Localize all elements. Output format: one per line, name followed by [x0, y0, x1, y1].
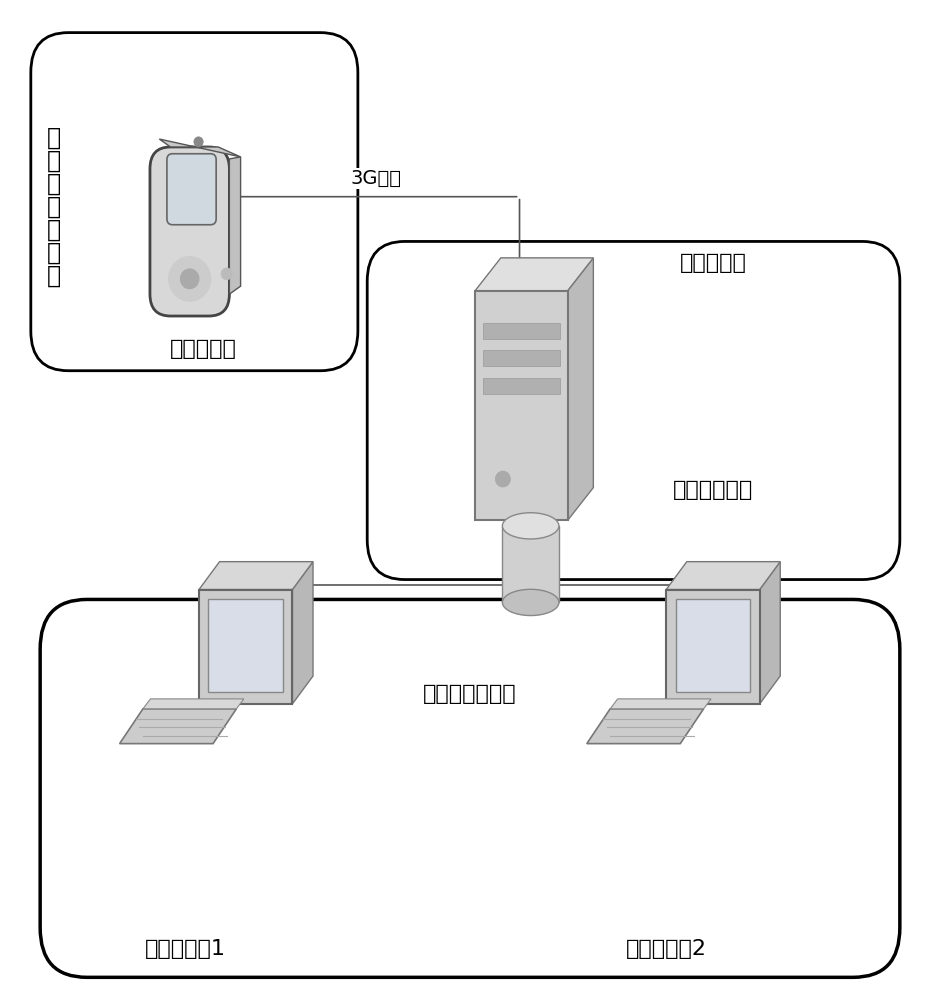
Text: 移
动
客
户
端
模
块: 移 动 客 户 端 模 块 — [47, 125, 61, 288]
Circle shape — [221, 268, 232, 280]
Polygon shape — [475, 258, 593, 291]
Circle shape — [495, 471, 510, 487]
Polygon shape — [760, 562, 780, 704]
FancyBboxPatch shape — [482, 350, 560, 366]
FancyBboxPatch shape — [666, 589, 760, 704]
Circle shape — [169, 257, 211, 301]
Polygon shape — [119, 709, 236, 744]
Text: 数据库模块: 数据库模块 — [680, 253, 746, 273]
Polygon shape — [292, 562, 313, 704]
FancyBboxPatch shape — [209, 599, 283, 692]
Polygon shape — [199, 562, 313, 589]
FancyBboxPatch shape — [199, 589, 292, 704]
FancyBboxPatch shape — [40, 599, 900, 977]
FancyBboxPatch shape — [31, 33, 358, 371]
Polygon shape — [143, 699, 243, 709]
FancyBboxPatch shape — [482, 378, 560, 394]
Text: 3G网络: 3G网络 — [350, 169, 401, 188]
Ellipse shape — [502, 513, 559, 539]
Polygon shape — [229, 157, 241, 294]
Text: 数据库服务器: 数据库服务器 — [673, 480, 753, 500]
Polygon shape — [587, 709, 704, 744]
Circle shape — [180, 269, 199, 289]
FancyBboxPatch shape — [150, 147, 229, 316]
Polygon shape — [568, 258, 593, 520]
Polygon shape — [610, 699, 711, 709]
Text: 移动客户端: 移动客户端 — [170, 339, 237, 359]
FancyBboxPatch shape — [502, 526, 559, 602]
Polygon shape — [159, 139, 241, 157]
Circle shape — [194, 137, 203, 147]
Text: 调度客户端1: 调度客户端1 — [145, 939, 226, 959]
Text: 调度客户端模块: 调度客户端模块 — [423, 684, 517, 704]
FancyBboxPatch shape — [482, 323, 560, 339]
Text: 调度客户端2: 调度客户端2 — [626, 939, 707, 959]
FancyBboxPatch shape — [676, 599, 750, 692]
Polygon shape — [666, 562, 780, 589]
FancyBboxPatch shape — [368, 241, 900, 580]
FancyBboxPatch shape — [475, 291, 568, 520]
Ellipse shape — [502, 589, 559, 616]
FancyBboxPatch shape — [167, 154, 216, 225]
